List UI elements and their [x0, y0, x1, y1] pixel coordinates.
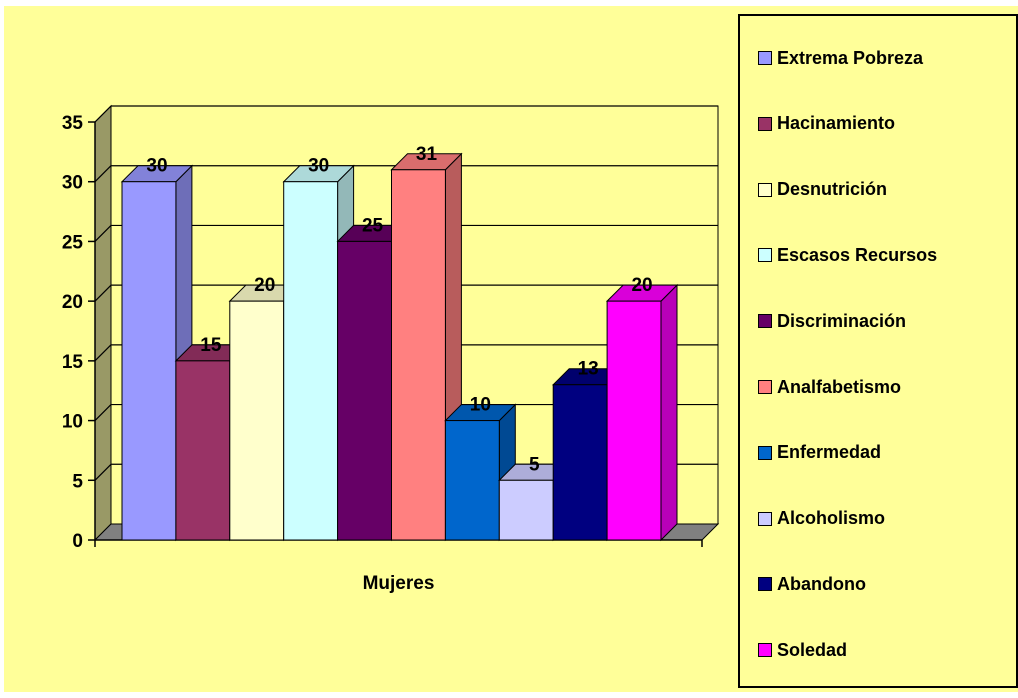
- legend-swatch: [758, 182, 772, 197]
- legend-item: Soledad: [758, 638, 847, 662]
- data-label: 25: [362, 215, 384, 236]
- data-label: 30: [146, 156, 167, 177]
- legend-swatch: [758, 51, 772, 65]
- data-label: 13: [578, 359, 599, 380]
- x-category-label: Mujeres: [363, 573, 435, 594]
- bar-front: [283, 181, 339, 541]
- data-label: 30: [308, 156, 329, 177]
- legend-label: Hacinamiento: [777, 113, 896, 134]
- y-tick-label: 30: [62, 173, 83, 194]
- legend-item: Alcoholismo: [758, 507, 885, 531]
- y-tick-label: 15: [62, 352, 84, 373]
- gridline-diag: [94, 165, 112, 183]
- bar-front: [444, 420, 500, 541]
- side-wall: [94, 104, 112, 542]
- legend-label: Discriminación: [777, 310, 907, 331]
- bar-front: [552, 384, 608, 541]
- y-tick-label: 20: [62, 292, 83, 313]
- legend-label: Alcoholismo: [777, 508, 886, 529]
- legend-swatch: [758, 643, 772, 658]
- gridline-diag: [94, 284, 112, 302]
- data-label: 31: [416, 144, 438, 165]
- gridline-diag: [94, 225, 112, 242]
- gridline-diag: [94, 344, 112, 362]
- bar-side: [660, 283, 678, 542]
- legend-item: Hacinamiento: [758, 112, 895, 136]
- bar-front: [229, 300, 285, 541]
- y-tick-label: 5: [72, 471, 83, 492]
- legend-item: Abandono: [758, 572, 866, 596]
- legend-swatch: [758, 577, 772, 592]
- legend-label: Abandono: [777, 573, 866, 594]
- data-label: 10: [470, 395, 491, 416]
- legend-item: Escasos Recursos: [758, 243, 937, 267]
- bar: [605, 283, 679, 542]
- bar-front: [391, 169, 446, 541]
- bar-front: [606, 300, 662, 541]
- legend-swatch: [758, 248, 772, 263]
- legend-swatch: [758, 445, 772, 460]
- legend-item: Desnutrición: [758, 178, 887, 202]
- bar-front: [498, 479, 554, 541]
- legend-item: Enfermedad: [758, 441, 881, 465]
- legend-swatch: [758, 380, 772, 394]
- bar-front: [337, 240, 393, 541]
- legend-label: Analfabetismo: [777, 376, 902, 397]
- gridline-diag: [94, 105, 112, 123]
- gridline-diag: [94, 404, 112, 421]
- legend-label: Desnutrición: [777, 179, 888, 200]
- data-label: 5: [529, 454, 540, 475]
- legend-label: Enfermedad: [777, 442, 882, 463]
- legend-item: Analfabetismo: [758, 375, 901, 399]
- legend-item: Extrema Pobreza: [758, 46, 923, 70]
- y-tick-label: 25: [62, 232, 84, 253]
- gridline-diag: [94, 463, 112, 481]
- legend-label: Escasos Recursos: [777, 244, 938, 265]
- legend-item: Discriminación: [758, 309, 906, 333]
- legend-label: Soledad: [777, 639, 848, 660]
- data-label: 20: [631, 275, 652, 296]
- data-label: 20: [254, 275, 275, 296]
- y-tick-label: 0: [72, 531, 83, 552]
- data-label: 15: [200, 335, 222, 356]
- y-tick-label: 10: [62, 412, 83, 433]
- legend: Extrema Pobreza Hacinamiento Desnutrición E…: [738, 14, 1018, 688]
- legend-label: Extrema Pobreza: [777, 47, 924, 68]
- legend-swatch: [758, 116, 772, 131]
- y-tick-label: 35: [62, 113, 84, 134]
- legend-swatch: [758, 511, 772, 526]
- bar-front: [121, 181, 177, 541]
- plot: 0 5 10 15 20 25 30 35 30 15 20 30 25 31 10 5 13 20 Mujer…: [62, 104, 720, 594]
- legend-swatch: [758, 314, 772, 329]
- bar-front: [175, 360, 231, 541]
